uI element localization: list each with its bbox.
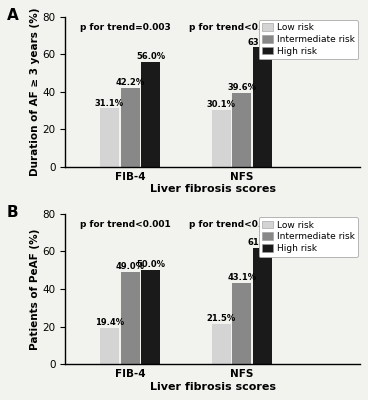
Bar <box>233 92 251 167</box>
Text: 19.4%: 19.4% <box>95 318 124 327</box>
Text: 50.0%: 50.0% <box>136 260 165 269</box>
Text: 63.6%: 63.6% <box>248 38 277 46</box>
Text: B: B <box>7 205 18 220</box>
Text: 21.5%: 21.5% <box>207 314 236 323</box>
Legend: Low risk, Intermediate risk, High risk: Low risk, Intermediate risk, High risk <box>259 20 358 59</box>
Text: p for trend=0.003: p for trend=0.003 <box>80 23 171 32</box>
Text: 56.0%: 56.0% <box>136 52 165 61</box>
X-axis label: Liver fibrosis scores: Liver fibrosis scores <box>149 382 276 392</box>
Legend: Low risk, Intermediate risk, High risk: Low risk, Intermediate risk, High risk <box>259 217 358 257</box>
Text: p for trend<0.001: p for trend<0.001 <box>80 220 171 229</box>
Text: 30.1%: 30.1% <box>207 100 236 110</box>
Y-axis label: Duration of AF ≥ 3 years (%): Duration of AF ≥ 3 years (%) <box>30 8 40 176</box>
Bar <box>253 48 272 167</box>
Text: p for trend<0.001: p for trend<0.001 <box>189 23 280 32</box>
Bar <box>212 324 231 364</box>
Text: 42.2%: 42.2% <box>116 78 145 87</box>
Bar <box>121 272 139 364</box>
Bar <box>141 62 160 167</box>
Text: 61.8%: 61.8% <box>248 238 277 247</box>
Text: p for trend<0.001: p for trend<0.001 <box>189 220 280 229</box>
Text: A: A <box>7 8 18 23</box>
Bar <box>100 108 119 167</box>
Bar <box>253 248 272 364</box>
Text: 43.1%: 43.1% <box>227 273 256 282</box>
Bar <box>121 88 139 167</box>
X-axis label: Liver fibrosis scores: Liver fibrosis scores <box>149 184 276 194</box>
Y-axis label: Patients of PeAF (%): Patients of PeAF (%) <box>30 228 40 350</box>
Text: 31.1%: 31.1% <box>95 98 124 108</box>
Bar <box>212 110 231 167</box>
Bar <box>100 328 119 364</box>
Bar <box>141 270 160 364</box>
Text: 39.6%: 39.6% <box>227 82 256 92</box>
Bar <box>233 283 251 364</box>
Text: 49.0%: 49.0% <box>116 262 145 271</box>
